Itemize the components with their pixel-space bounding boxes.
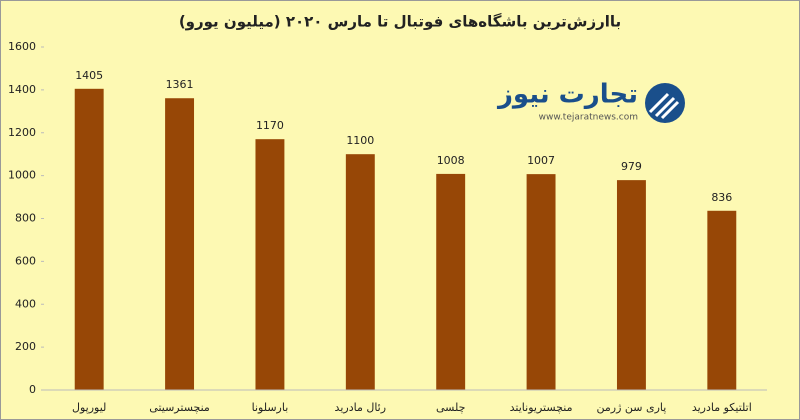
bar bbox=[526, 174, 556, 390]
y-tick-label: 1600 bbox=[8, 40, 36, 53]
chart-title: باارزش‌ترین باشگاه‌های فوتبال تا مارس ۲۰… bbox=[179, 13, 621, 31]
data-label: 1100 bbox=[346, 134, 374, 147]
bar bbox=[436, 173, 466, 390]
bar bbox=[707, 210, 737, 390]
bar bbox=[165, 98, 195, 390]
data-label: 1170 bbox=[256, 119, 284, 132]
x-tick-label: چلسی bbox=[436, 401, 465, 414]
logo-icon bbox=[645, 83, 685, 123]
bar bbox=[74, 88, 104, 390]
y-tick-label: 1200 bbox=[8, 126, 36, 139]
y-tick-label: 600 bbox=[15, 254, 36, 267]
y-tick-label: 1400 bbox=[8, 83, 36, 96]
x-tick-label: منچسترسیتی bbox=[149, 401, 210, 414]
data-label: 1008 bbox=[437, 154, 465, 167]
bar bbox=[345, 154, 375, 390]
y-tick-label: 800 bbox=[15, 212, 36, 225]
x-tick-label: اتلتیکو مادرید bbox=[692, 401, 752, 414]
y-tick-label: 400 bbox=[15, 297, 36, 310]
data-label: 979 bbox=[621, 160, 642, 173]
x-tick-label: منچستریونایتد bbox=[510, 401, 573, 414]
data-label: 836 bbox=[711, 191, 732, 204]
data-label: 1405 bbox=[75, 69, 103, 82]
x-tick-label: لیورپول bbox=[72, 401, 106, 414]
watermark: تجارت نیوز www.tejaratnews.com bbox=[496, 80, 685, 123]
y-tick-label: 0 bbox=[29, 383, 36, 396]
logo-stripes bbox=[648, 92, 680, 120]
bar bbox=[616, 180, 646, 390]
x-tick-label: پاری سن ژرمن bbox=[597, 401, 667, 414]
data-label: 1007 bbox=[527, 154, 555, 167]
data-label: 1361 bbox=[166, 78, 194, 91]
y-tick-label: 200 bbox=[15, 340, 36, 353]
x-tick-label: بارسلونا bbox=[252, 401, 289, 414]
y-tick-label: 1000 bbox=[8, 169, 36, 182]
bar bbox=[255, 139, 285, 390]
logo-brand: تجارت نیوز bbox=[496, 80, 638, 110]
logo-url: www.tejaratnews.com bbox=[539, 113, 638, 123]
x-tick-label: رئال مادرید bbox=[335, 401, 387, 414]
